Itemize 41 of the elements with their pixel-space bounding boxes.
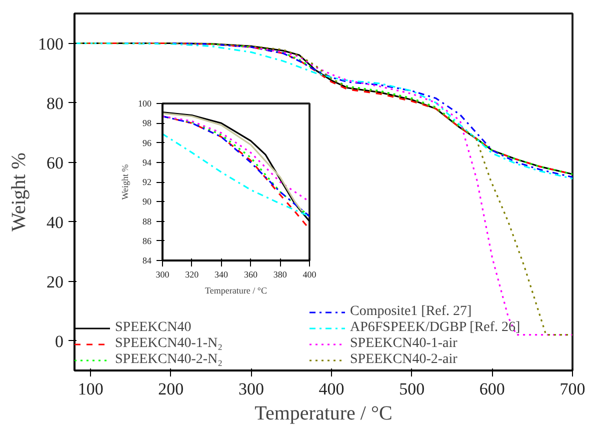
x-tick-label: 360 [244, 270, 258, 280]
line-series [210, 43, 572, 175]
x-axis-title: Temperature / °C [205, 286, 267, 296]
line-series [162, 133, 310, 218]
x-tick-label: 400 [318, 380, 344, 398]
x-tick-label: 300 [238, 380, 264, 398]
y-tick-label: 80 [46, 94, 64, 113]
legend-label: SPEEKCN40-1-air [350, 336, 458, 352]
legend-label: Composite1 [Ref. 27] [350, 304, 472, 320]
x-tick-label: 500 [399, 380, 425, 398]
y-tick-label: 0 [55, 332, 64, 351]
x-axis-title: Temperature / °C [254, 402, 392, 424]
x-tick-label: 320 [185, 270, 200, 280]
x-tick-label: 300 [156, 270, 170, 280]
y-tick-label: 40 [46, 212, 64, 232]
y-tick-label: 60 [46, 153, 64, 172]
x-tick-label: 700 [560, 380, 586, 398]
x-tick-label: 600 [479, 380, 505, 398]
y-tick-label: 92 [142, 177, 152, 187]
y-tick-label: 98 [142, 118, 152, 128]
x-tick-label: 100 [78, 380, 104, 398]
y-tick-label: 100 [138, 98, 152, 108]
y-tick-label: 20 [46, 272, 64, 292]
legend-label: SPEEKCN40-1-N₂ [115, 336, 223, 352]
legend-label: AP6FSPEEK/DGBP [Ref. 26] [350, 320, 520, 336]
y-tick-label: 96 [142, 138, 152, 148]
x-tick-label: 340 [214, 270, 229, 280]
y-tick-label: 84 [142, 256, 152, 266]
y-tick-label: 100 [38, 34, 64, 54]
y-tick-label: 88 [142, 216, 152, 226]
y-tick-label: 90 [142, 196, 152, 207]
y-tick-label: 86 [142, 236, 152, 246]
y-axis-title: Weight % [120, 164, 130, 200]
y-tick-label: 94 [142, 157, 152, 168]
x-tick-label: 380 [273, 270, 288, 280]
x-tick-label: 200 [158, 380, 184, 398]
legend-label: SPEEKCN40-2-N₂ [115, 352, 223, 368]
y-axis-title: Weight % [8, 152, 30, 232]
legend-label: SPEEKCN40 [115, 320, 192, 336]
legend-label: SPEEKCN40-2-air [350, 352, 458, 368]
x-tick-label: 400 [302, 270, 317, 280]
